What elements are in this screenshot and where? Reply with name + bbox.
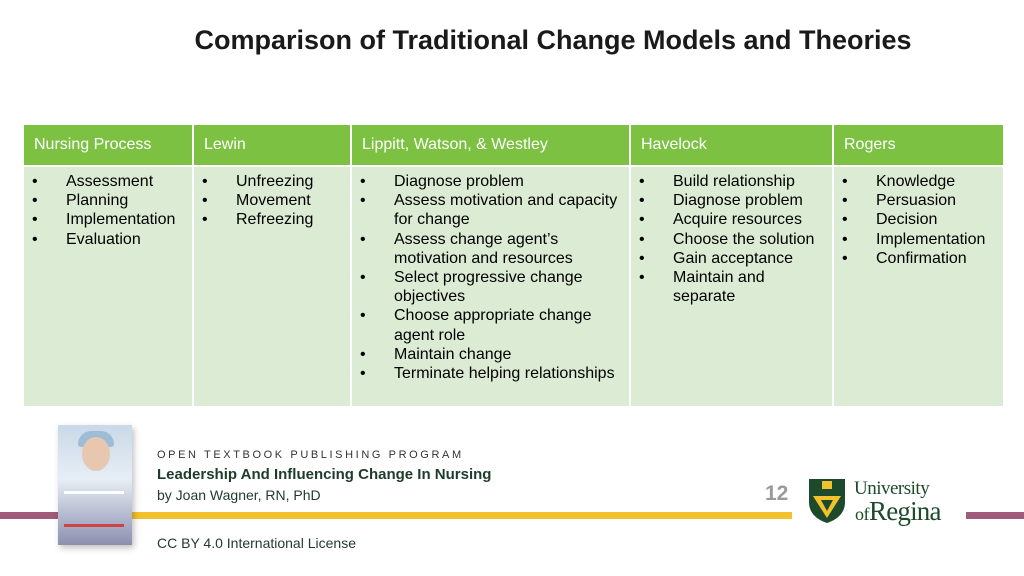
book-cover-image	[58, 425, 132, 545]
table-cell: Unfreezing Movement Refreezing	[193, 166, 352, 406]
list-item: Decision	[842, 210, 995, 229]
list-item: Maintain change	[360, 345, 621, 364]
page-number: 12	[765, 482, 789, 505]
list-item: Refreezing	[202, 210, 342, 229]
nurse-face-shape	[82, 437, 110, 471]
list-item: Build relationship	[639, 172, 824, 191]
list-item: Acquire resources	[639, 210, 824, 229]
cover-title-lines	[64, 491, 124, 527]
list-item: Implementation	[842, 230, 995, 249]
logo-of-text: of	[855, 504, 870, 524]
bullet-list: Knowledge Persuasion Decision Implementa…	[842, 172, 995, 268]
table-row: Assessment Planning Implementation Evalu…	[24, 166, 1003, 406]
list-item: Gain acceptance	[639, 249, 824, 268]
footer-bar-left	[0, 512, 60, 519]
list-item: Unfreezing	[202, 172, 342, 191]
book-author: by Joan Wagner, RN, PhD	[157, 487, 321, 503]
university-logo: University ofRegina	[805, 478, 965, 526]
program-label: OPEN TEXTBOOK PUBLISHING PROGRAM	[157, 449, 464, 461]
list-item: Diagnose problem	[360, 172, 621, 191]
footer-bar-right	[966, 512, 1024, 519]
list-item: Assess motivation and capacity for chang…	[360, 191, 621, 229]
list-item: Choose appropriate change agent role	[360, 306, 621, 344]
comparison-table: Nursing Process Lewin Lippitt, Watson, &…	[24, 125, 1003, 406]
column-header: Rogers	[833, 125, 1003, 167]
logo-regina-text: Regina	[869, 496, 941, 526]
list-item: Terminate helping relationships	[360, 364, 621, 383]
list-item: Assessment	[32, 172, 184, 191]
footer-bar-gold	[132, 512, 792, 519]
table-header-row: Nursing Process Lewin Lippitt, Watson, &…	[24, 125, 1003, 167]
list-item: Maintain and separate	[639, 268, 824, 306]
slide-title: Comparison of Traditional Change Models …	[194, 25, 912, 55]
list-item: Persuasion	[842, 191, 995, 210]
list-item: Planning	[32, 191, 184, 210]
table-cell: Build relationship Diagnose problem Acqu…	[630, 166, 834, 406]
list-item: Diagnose problem	[639, 191, 824, 210]
list-item: Movement	[202, 191, 342, 210]
bullet-list: Build relationship Diagnose problem Acqu…	[639, 172, 824, 306]
list-item: Implementation	[32, 210, 184, 229]
column-header: Lewin	[193, 125, 352, 167]
list-item: Choose the solution	[639, 230, 824, 249]
list-item: Select progressive change objectives	[360, 268, 621, 306]
column-header: Lippitt, Watson, & Westley	[351, 125, 631, 167]
table-cell: Diagnose problem Assess motivation and c…	[351, 166, 631, 406]
logo-regina-line: ofRegina	[855, 496, 941, 527]
logo-university-text: University	[854, 478, 930, 499]
list-item: Knowledge	[842, 172, 995, 191]
table-cell: Assessment Planning Implementation Evalu…	[24, 166, 194, 406]
list-item: Evaluation	[32, 230, 184, 249]
bullet-list: Assessment Planning Implementation Evalu…	[32, 172, 184, 249]
table-cell: Knowledge Persuasion Decision Implementa…	[833, 166, 1003, 406]
bullet-list: Unfreezing Movement Refreezing	[202, 172, 342, 230]
column-header: Havelock	[630, 125, 834, 167]
list-item: Assess change agent’s motivation and res…	[360, 230, 621, 268]
column-header: Nursing Process	[24, 125, 194, 167]
book-title: Leadership And Influencing Change In Nur…	[157, 466, 492, 483]
university-shield-icon	[809, 479, 845, 523]
license-text: CC BY 4.0 International License	[157, 535, 356, 551]
bullet-list: Diagnose problem Assess motivation and c…	[360, 172, 621, 383]
list-item: Confirmation	[842, 249, 995, 268]
